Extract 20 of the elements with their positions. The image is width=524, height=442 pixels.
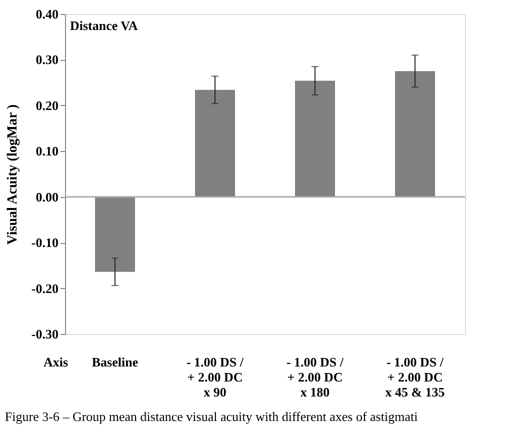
bar — [95, 196, 135, 272]
y-tick-label: 0.30 — [36, 52, 58, 68]
caption: Figure 3-6 – Group mean distance visual acuity with different axes of astigmati — [4, 409, 418, 424]
x-tick-label: - 1.00 DS / + 2.00 DC x 90 — [186, 354, 244, 400]
y-tick-label: -0.10 — [31, 235, 58, 250]
x-axis-title: Axis — [44, 354, 68, 370]
x-tick-label: - 1.00 DS / + 2.00 DC x 45 & 135 — [385, 354, 446, 400]
y-tick-label: 0.20 — [36, 98, 58, 113]
y-tick-label: -0.30 — [31, 326, 58, 342]
bar — [295, 80, 335, 197]
y-tick-label: -0.20 — [31, 280, 58, 296]
x-tick-label: - 1.00 DS / + 2.00 DC x 180 — [286, 354, 344, 400]
y-tick-label: 0.40 — [36, 6, 58, 22]
chart-title: Distance VA — [70, 18, 138, 33]
y-tick-label: 0.10 — [36, 144, 58, 159]
x-tick-label: Baseline — [92, 354, 138, 370]
bar — [395, 71, 435, 197]
y-axis-title: Visual Acuity (logMar ) — [5, 104, 20, 245]
bar — [195, 90, 235, 197]
y-tick-label: 0.00 — [36, 189, 58, 204]
